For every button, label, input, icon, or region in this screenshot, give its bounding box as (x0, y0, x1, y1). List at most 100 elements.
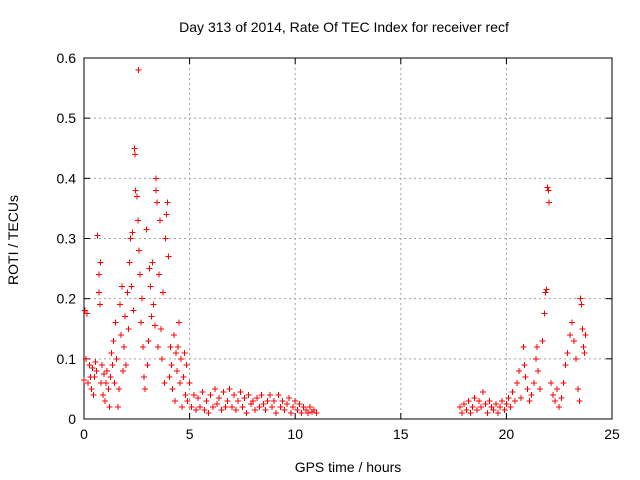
x-tick-label: 0 (80, 426, 88, 442)
data-point (117, 331, 124, 338)
data-point (132, 151, 139, 158)
data-point (224, 397, 231, 404)
data-point (539, 337, 546, 344)
data-point (488, 403, 495, 410)
data-point (90, 391, 97, 398)
data-point (545, 187, 552, 194)
data-point (166, 373, 173, 380)
data-point (275, 391, 282, 398)
data-point (169, 385, 176, 392)
data-point (110, 337, 117, 344)
data-point (207, 391, 214, 398)
data-point (216, 394, 223, 401)
data-point (471, 394, 478, 401)
data-point (150, 301, 157, 308)
data-point (91, 373, 98, 380)
data-point (93, 367, 100, 374)
y-tick-label: 0.5 (57, 110, 77, 126)
data-point (294, 406, 301, 413)
data-point (149, 259, 156, 266)
data-point (176, 319, 183, 326)
data-point (119, 283, 126, 290)
data-point (459, 409, 466, 416)
data-point (518, 394, 525, 401)
data-point (537, 385, 544, 392)
data-point (543, 286, 550, 293)
data-point (249, 397, 256, 404)
data-point (534, 343, 541, 350)
data-point (95, 271, 102, 278)
data-point (100, 391, 107, 398)
data-point (486, 397, 493, 404)
data-point (162, 235, 169, 242)
axes: 0 5 10 15 20 25 0 0.1 0.2 0.3 0.4 0.5 0.6 (57, 50, 620, 442)
y-tick-label: 0.1 (57, 351, 77, 367)
data-point (306, 403, 313, 410)
data-point (511, 397, 518, 404)
data-point (287, 409, 294, 416)
data-point (108, 349, 115, 356)
data-point (524, 385, 531, 392)
data-point (262, 406, 269, 413)
data-point (192, 406, 199, 413)
data-point (302, 406, 309, 413)
data-point (551, 397, 558, 404)
data-point (226, 385, 233, 392)
data-point (577, 295, 584, 302)
data-point (124, 289, 131, 296)
data-point (112, 319, 119, 326)
data-point (520, 343, 527, 350)
chart-title: Day 313 of 2014, Rate Of TEC Index for r… (179, 19, 509, 35)
data-point (182, 391, 189, 398)
data-point (570, 337, 577, 344)
x-tick-label: 20 (499, 426, 515, 442)
data-point (148, 313, 155, 320)
data-point (578, 301, 585, 308)
data-point (158, 325, 165, 332)
data-point (549, 391, 556, 398)
x-tick-label: 10 (287, 426, 303, 442)
data-point (264, 397, 271, 404)
data-point (222, 403, 229, 410)
data-point (171, 397, 178, 404)
data-point (475, 397, 482, 404)
data-point (214, 400, 221, 407)
data-point (157, 217, 164, 224)
data-point (122, 313, 129, 320)
data-point (241, 394, 248, 401)
data-point (190, 391, 197, 398)
data-point (165, 253, 172, 260)
data-point (153, 175, 160, 182)
data-point (482, 400, 489, 407)
data-point (494, 409, 501, 416)
data-point (239, 403, 246, 410)
data-point (521, 361, 528, 368)
data-point (311, 406, 318, 413)
data-point (205, 409, 212, 416)
data-point (184, 397, 191, 404)
data-point (96, 289, 103, 296)
y-axis-label: ROTI / TECUs (5, 195, 21, 285)
data-point (197, 403, 204, 410)
data-point (143, 226, 150, 233)
data-point (201, 406, 208, 413)
data-point (172, 349, 179, 356)
data-point (566, 331, 573, 338)
data-point (114, 403, 121, 410)
y-tick-label: 0.3 (57, 231, 77, 247)
data-point (203, 397, 210, 404)
data-point (135, 247, 142, 254)
data-point (97, 259, 104, 266)
data-point (199, 388, 206, 395)
data-point (526, 397, 533, 404)
data-point (469, 403, 476, 410)
data-point (131, 145, 138, 152)
data-point (576, 397, 583, 404)
data-point (121, 343, 128, 350)
data-point (104, 367, 111, 374)
data-point (546, 199, 553, 206)
data-point (268, 403, 275, 410)
data-point (281, 406, 288, 413)
data-point (85, 379, 92, 386)
